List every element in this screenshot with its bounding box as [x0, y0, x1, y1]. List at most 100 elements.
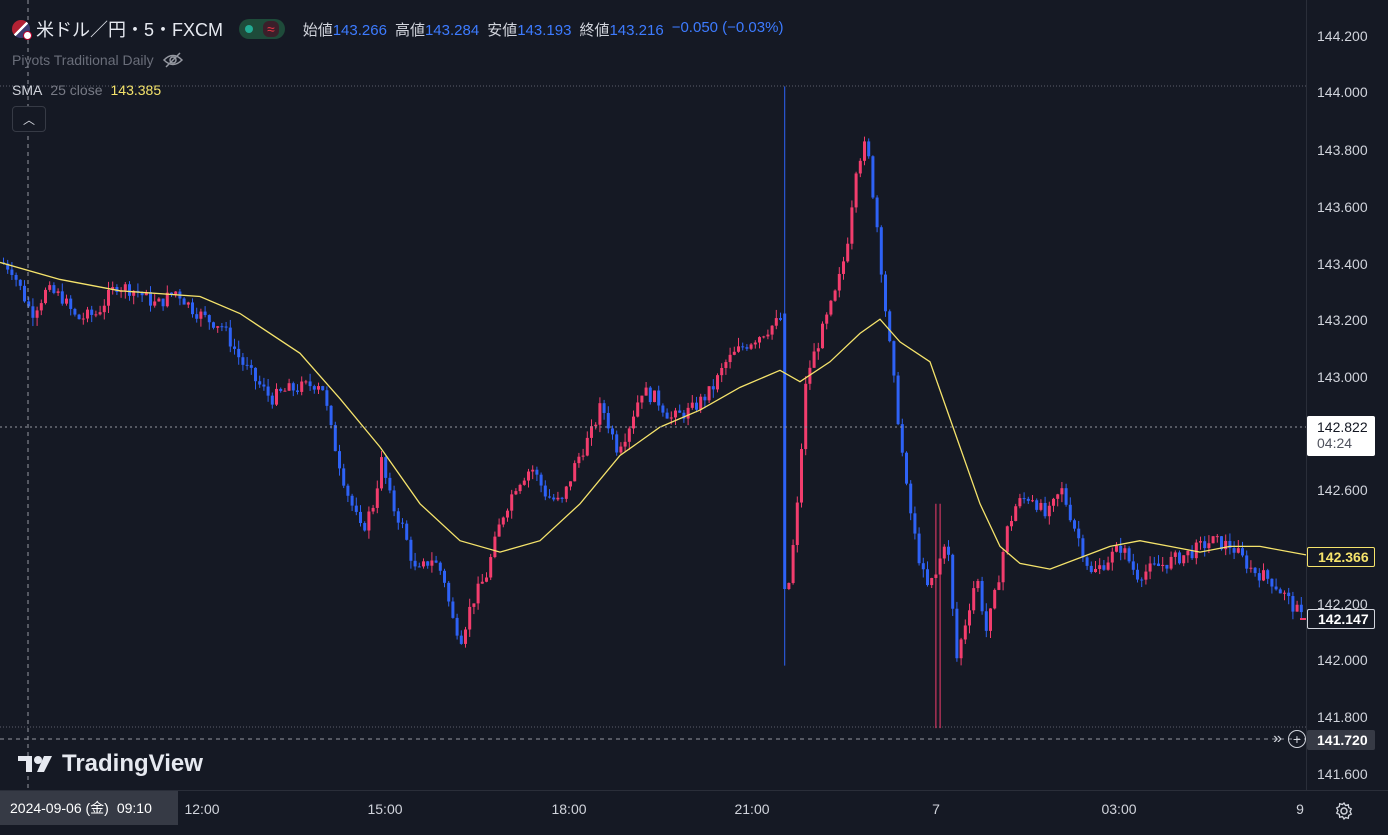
- candle-body: [875, 197, 879, 228]
- candle-body: [1119, 545, 1123, 553]
- candle-body: [1098, 565, 1102, 569]
- wave-icon: ≈: [263, 21, 279, 37]
- candle-body: [35, 310, 39, 318]
- gear-icon[interactable]: [1334, 801, 1354, 821]
- chart-plot-area[interactable]: 米ドル／円・5・FXCM ≈ 始値143.266 高値143.284 安値143…: [0, 0, 1306, 790]
- sma-price-label: 142.366: [1307, 547, 1375, 567]
- candle-body: [493, 536, 497, 558]
- crosshair-time: 09:10: [116, 800, 152, 816]
- candle-body: [884, 274, 887, 312]
- candle-body: [212, 322, 215, 328]
- candle-body: [384, 457, 388, 478]
- candle-body: [762, 336, 766, 338]
- sma-name[interactable]: SMA: [12, 82, 43, 98]
- candle-body: [963, 625, 967, 640]
- candle-body: [1064, 488, 1068, 505]
- sma-line: [0, 261, 1306, 570]
- candle-body: [871, 156, 875, 198]
- candle-body: [401, 522, 404, 524]
- candle-body: [300, 381, 304, 392]
- candle-body: [1131, 561, 1135, 570]
- candle-body: [888, 311, 892, 342]
- candle-body: [1136, 569, 1139, 580]
- candle-body: [741, 346, 745, 348]
- candle-body: [686, 407, 690, 419]
- candle-body: [413, 560, 417, 567]
- market-open-dot-icon: [245, 25, 254, 33]
- candle-body: [1052, 498, 1055, 506]
- candle-body: [65, 298, 68, 304]
- candle-body: [716, 375, 719, 390]
- candle-body: [375, 488, 379, 508]
- pivots-indicator-label[interactable]: Piyots Traditional Daily: [12, 52, 154, 68]
- sma-indicator-legend[interactable]: SMA 25 close 143.385: [12, 82, 161, 98]
- candle-body: [241, 357, 245, 365]
- candle-body: [854, 173, 858, 208]
- candle-body: [560, 497, 564, 499]
- candle-body: [417, 566, 421, 568]
- collapse-legend-button[interactable]: ︿: [12, 106, 46, 132]
- symbol-title[interactable]: 米ドル／円・5・FXCM: [36, 20, 224, 40]
- candle-body: [989, 608, 992, 631]
- candle-body: [195, 314, 199, 319]
- candle-body: [1018, 498, 1022, 507]
- candle-body: [107, 289, 110, 306]
- price-tick: 144.000: [1317, 84, 1368, 100]
- candle-body: [287, 383, 291, 391]
- time-tick: 15:00: [367, 801, 403, 817]
- candle-body: [745, 347, 749, 349]
- candle-body: [262, 384, 266, 387]
- candle-body: [186, 302, 190, 305]
- candle-body: [165, 292, 169, 307]
- price-axis[interactable]: 144.200 144.000 143.800 143.600 143.400 …: [1306, 0, 1388, 790]
- candle-body: [380, 457, 383, 489]
- candle-body: [111, 287, 115, 290]
- time-tick: 7: [932, 801, 940, 817]
- candle-body: [955, 608, 959, 659]
- candle-body: [363, 523, 367, 531]
- scroll-to-latest-icon[interactable]: »: [1273, 730, 1282, 747]
- candle-body: [1161, 564, 1165, 567]
- candle-body: [1123, 548, 1127, 553]
- candle-body: [1014, 506, 1018, 521]
- candle-body: [527, 471, 530, 481]
- candle-body: [216, 326, 220, 328]
- candle-body: [207, 315, 211, 323]
- price-tick: 143.400: [1317, 256, 1368, 272]
- candle-body: [1085, 557, 1089, 566]
- candle-body: [661, 405, 665, 413]
- candle-body: [1026, 498, 1030, 501]
- candle-body: [279, 388, 283, 391]
- candle-body: [1115, 545, 1118, 552]
- tradingview-watermark[interactable]: TradingView: [16, 750, 203, 778]
- candle-body: [1295, 604, 1299, 612]
- candle-body: [1073, 520, 1076, 529]
- candle-body: [959, 639, 963, 659]
- candlestick-chart[interactable]: [0, 0, 1306, 790]
- candle-body: [556, 497, 560, 500]
- candle-body: [157, 298, 161, 302]
- candle-body: [636, 402, 640, 417]
- candle-body: [6, 263, 10, 270]
- pivots-indicator-legend[interactable]: Piyots Traditional Daily: [12, 52, 184, 68]
- candle-body: [606, 413, 610, 429]
- add-alert-plus-icon[interactable]: +: [1288, 730, 1306, 748]
- candle-body: [1043, 502, 1047, 517]
- eye-hidden-icon[interactable]: [162, 52, 184, 68]
- candle-body: [1068, 504, 1072, 521]
- candle-body: [1047, 505, 1051, 517]
- market-status-pill[interactable]: ≈: [239, 19, 285, 39]
- symbol-legend: 米ドル／円・5・FXCM ≈ 始値143.266 高値143.284 安値143…: [12, 16, 783, 42]
- candle-body: [304, 381, 308, 383]
- candle-body: [1241, 548, 1244, 556]
- candle-body: [283, 390, 287, 392]
- candle-body: [333, 425, 337, 452]
- candle-body: [522, 480, 526, 485]
- candle-body: [149, 292, 152, 306]
- time-axis[interactable]: 2024-09-06 (金) 09:10 12:00 15:00 18:00 2…: [0, 790, 1388, 835]
- candle-body: [430, 560, 434, 566]
- sma-value: 143.385: [110, 82, 162, 98]
- price-tick: 143.800: [1317, 142, 1368, 158]
- candle-body: [144, 292, 148, 296]
- candle-body: [123, 284, 127, 291]
